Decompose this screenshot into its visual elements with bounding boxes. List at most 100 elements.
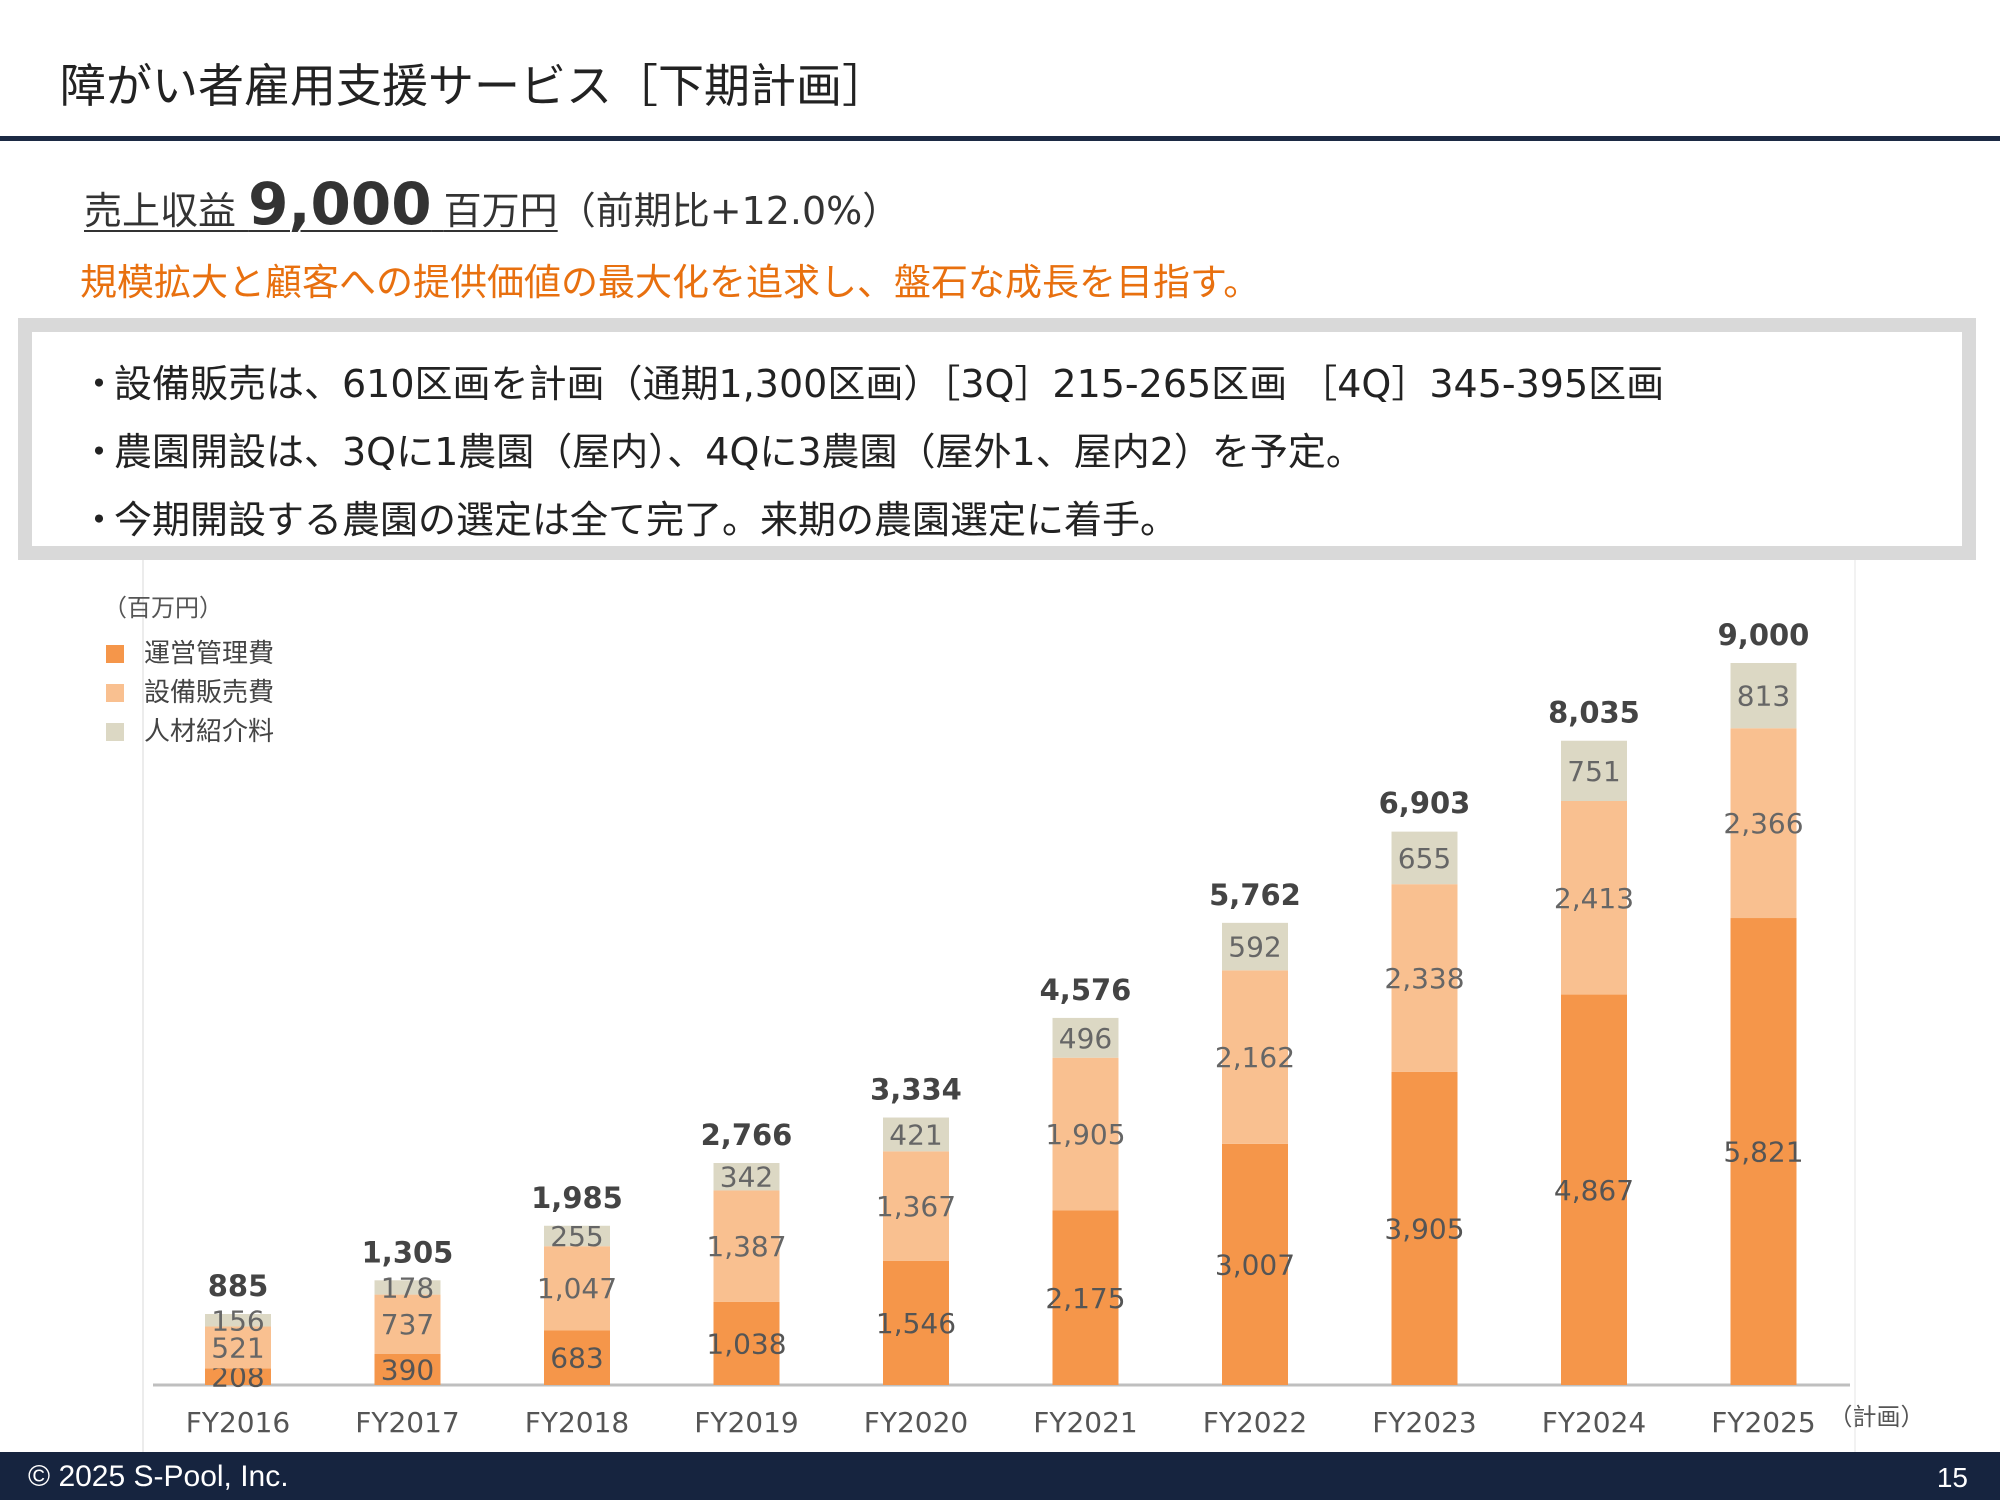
- bar-segment: [544, 1246, 610, 1331]
- revenue-kpi-main: 売上収益 9,000 百万円: [84, 170, 558, 238]
- legend-label: 設備販売費: [144, 678, 274, 708]
- data-label: 2,366: [1723, 807, 1803, 840]
- bar-segment: [883, 1260, 949, 1385]
- bullet-marker: ・: [80, 362, 119, 406]
- bar-segment: [1561, 740, 1627, 801]
- total-label: 1,305: [362, 1235, 454, 1269]
- data-label: 813: [1737, 680, 1790, 713]
- data-label: 178: [381, 1271, 434, 1304]
- total-label: 9,000: [1718, 618, 1810, 652]
- bar-segment: [544, 1330, 610, 1385]
- data-label: 521: [211, 1331, 264, 1364]
- bar-segment: [883, 1151, 949, 1261]
- data-label: 156: [211, 1304, 264, 1337]
- legend-label: 人材紹介料: [144, 717, 274, 747]
- data-label: 683: [550, 1342, 603, 1375]
- bar-segment: [1222, 970, 1288, 1144]
- bar-segment: [713, 1190, 780, 1302]
- bar-segment: [1222, 922, 1288, 971]
- data-label: 1,038: [706, 1327, 786, 1360]
- data-label: 255: [550, 1220, 603, 1253]
- bar-segment: [1730, 728, 1797, 919]
- data-label: 421: [889, 1118, 942, 1151]
- plan-bullets-box: ・設備販売は、610区画を計画（通期1,300区画）［3Q］215-265区画 …: [18, 318, 1976, 560]
- data-label: 390: [381, 1353, 434, 1386]
- bar-segment: [1052, 1017, 1119, 1058]
- unit-label: （百万円）: [103, 594, 223, 622]
- x-tick-label: FY2016: [186, 1406, 290, 1439]
- bar-segment: [883, 1117, 949, 1152]
- data-label: 1,047: [537, 1272, 617, 1305]
- data-label: 751: [1567, 755, 1620, 788]
- total-label: 2,766: [701, 1118, 793, 1152]
- bar-segment: [374, 1294, 441, 1354]
- total-label: 8,035: [1548, 695, 1640, 729]
- bar-segment: [374, 1353, 441, 1385]
- bar-segment: [1730, 918, 1797, 1385]
- total-label: 5,762: [1209, 878, 1301, 912]
- bullet-marker: ・: [80, 498, 119, 542]
- bar-segment: [1391, 884, 1458, 1072]
- data-label: 496: [1059, 1022, 1112, 1055]
- x-tick-label: FY2017: [355, 1406, 459, 1439]
- bar-segment: [1561, 994, 1627, 1385]
- data-label: 342: [720, 1161, 773, 1194]
- data-label: 4,867: [1554, 1174, 1634, 1207]
- revenue-label: 売上収益: [84, 189, 237, 233]
- revenue-stacked-bar-chart: （百万円）運営管理費設備販売費人材紹介料208521156885FY201639…: [103, 560, 1925, 1455]
- x-tick-label: FY2018: [525, 1406, 629, 1439]
- data-label: 737: [381, 1308, 434, 1341]
- category-note: （計画）: [1829, 1403, 1925, 1431]
- data-label: 1,905: [1045, 1118, 1125, 1151]
- bar-segment: [1561, 800, 1627, 995]
- bar-segment: [374, 1280, 441, 1295]
- legend-swatch: [106, 684, 124, 702]
- data-label: 2,162: [1215, 1041, 1295, 1074]
- data-label: 655: [1398, 842, 1451, 875]
- plan-bullet-item: ・農園開設は、3Qに1農園（屋内）、4Qに3農園（屋外1、屋内2）を予定。: [80, 418, 1664, 486]
- x-tick-label: FY2024: [1542, 1406, 1646, 1439]
- data-label: 1,387: [706, 1230, 786, 1263]
- x-tick-label: FY2020: [864, 1406, 968, 1439]
- plan-bullet-item: ・設備販売は、610区画を計画（通期1,300区画）［3Q］215-265区画 …: [80, 350, 1664, 418]
- revenue-unit: 百万円: [443, 189, 558, 233]
- bullet-marker: ・: [80, 430, 119, 474]
- bar-segment: [1222, 1143, 1288, 1385]
- bar-segment: [205, 1314, 271, 1327]
- revenue-value: 9,000: [248, 170, 432, 238]
- bar-segment: [1730, 663, 1797, 729]
- bar-segment: [1391, 1071, 1458, 1385]
- total-label: 885: [208, 1269, 269, 1303]
- total-label: 4,576: [1040, 973, 1132, 1007]
- bar-segment: [205, 1326, 271, 1369]
- x-tick-label: FY2025: [1711, 1406, 1815, 1439]
- plan-bullet-item: ・今期開設する農園の選定は全て完了。来期の農園選定に着手。: [80, 486, 1664, 554]
- bar-segment: [205, 1368, 271, 1385]
- x-tick-label: FY2022: [1203, 1406, 1307, 1439]
- total-label: 3,334: [870, 1073, 962, 1107]
- bullet-text: 今期開設する農園の選定は全て完了。来期の農園選定に着手。: [114, 498, 1179, 542]
- bar-segment: [713, 1163, 780, 1191]
- strategy-tagline: 規模拡大と顧客への提供価値の最大化を追求し、盤石な成長を目指す。: [80, 261, 1261, 304]
- title-divider: [0, 136, 2000, 141]
- total-label: 6,903: [1379, 786, 1471, 820]
- bar-segment: [713, 1301, 780, 1385]
- bar-segment: [1391, 831, 1458, 885]
- data-label: 2,413: [1554, 882, 1634, 915]
- legend-swatch: [106, 723, 124, 741]
- data-label: 2,175: [1045, 1282, 1125, 1315]
- revenue-comparison: （前期比+12.0%）: [557, 189, 901, 233]
- legend-label: 運営管理費: [144, 639, 274, 669]
- page-title: 障がい者雇用支援サービス［下期計画］: [60, 59, 888, 113]
- bullet-text: 設備販売は、610区画を計画（通期1,300区画）［3Q］215-265区画 ［…: [114, 362, 1665, 406]
- x-tick-label: FY2021: [1033, 1406, 1137, 1439]
- data-label: 2,338: [1384, 962, 1464, 995]
- data-label: 1,546: [876, 1307, 956, 1340]
- page-number: 15: [1936, 1462, 1968, 1493]
- x-tick-label: FY2019: [694, 1406, 798, 1439]
- data-label: 3,905: [1384, 1212, 1464, 1245]
- revenue-kpi: 売上収益 9,000 百万円（前期比+12.0%）: [84, 170, 900, 238]
- data-label: 592: [1228, 931, 1281, 964]
- data-label: 3,007: [1215, 1248, 1295, 1281]
- bar-segment: [544, 1225, 610, 1247]
